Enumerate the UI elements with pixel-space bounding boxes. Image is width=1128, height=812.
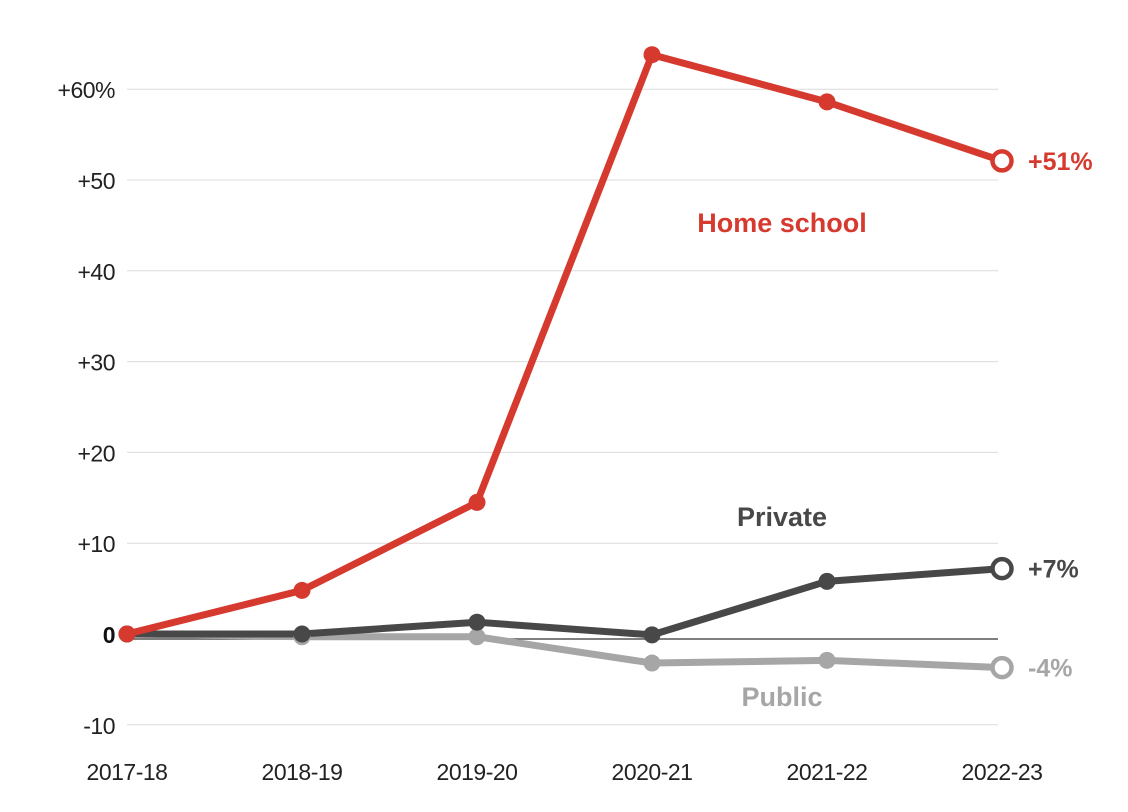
series-labels: Home school Private Public	[697, 208, 867, 712]
y-tick-label: 0	[103, 622, 115, 648]
data-point-home-school	[643, 46, 661, 64]
x-tick-label: 2021-22	[787, 759, 868, 785]
x-tick-label: 2017-18	[87, 759, 168, 785]
end-label-public: -4%	[1028, 655, 1072, 683]
data-point-private	[818, 572, 836, 590]
data-point-public	[818, 651, 836, 669]
x-tick-label: 2020-21	[612, 759, 693, 785]
y-tick-label: +40	[77, 259, 115, 285]
series-points: -4% +7% +51%	[118, 46, 1093, 683]
data-point-private	[468, 613, 486, 631]
y-tick-label: +60%	[58, 77, 116, 103]
end-point-public	[990, 655, 1014, 680]
series-line-home-school	[123, 51, 1006, 638]
x-axis: 2017-18 2018-19 2019-20 2020-21 2021-22 2022-…	[87, 759, 1043, 785]
series-line-private	[123, 565, 1006, 639]
end-point-home-school	[990, 149, 1014, 173]
y-tick-label: -10	[83, 713, 115, 739]
x-tick-label: 2022-23	[962, 759, 1043, 785]
series-label-home-school: Home school	[697, 208, 867, 238]
data-point-home-school	[468, 493, 486, 511]
x-tick-label: 2019-20	[437, 759, 518, 785]
y-tick-label: +10	[77, 531, 115, 557]
data-point-public	[643, 654, 661, 672]
data-point-private	[643, 626, 661, 644]
end-label-home-school: +51%	[1028, 148, 1093, 176]
end-point-private	[990, 556, 1014, 581]
series-label-private: Private	[737, 502, 827, 532]
y-tick-label: +50	[77, 168, 115, 194]
series-lines	[123, 51, 1006, 672]
data-point-home-school	[293, 581, 311, 599]
y-axis: +60% +50 +40 +30 +20 +10 0 -10	[58, 77, 116, 739]
x-tick-label: 2018-19	[262, 759, 343, 785]
y-tick-label: +30	[77, 350, 115, 376]
data-point-home-school	[818, 93, 836, 111]
y-tick-label: +20	[77, 440, 115, 466]
data-point-home-school	[118, 625, 136, 643]
data-point-private	[293, 625, 311, 643]
data-point-public	[468, 628, 486, 646]
series-label-public: Public	[741, 682, 822, 712]
end-label-private: +7%	[1028, 556, 1079, 584]
